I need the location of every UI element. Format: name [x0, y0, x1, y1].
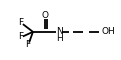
Text: N: N	[56, 27, 63, 36]
Text: F: F	[18, 18, 23, 27]
Text: OH: OH	[102, 27, 116, 36]
Text: F: F	[18, 32, 23, 41]
Text: F: F	[25, 40, 30, 49]
Text: O: O	[42, 11, 49, 20]
Text: H: H	[56, 34, 63, 43]
